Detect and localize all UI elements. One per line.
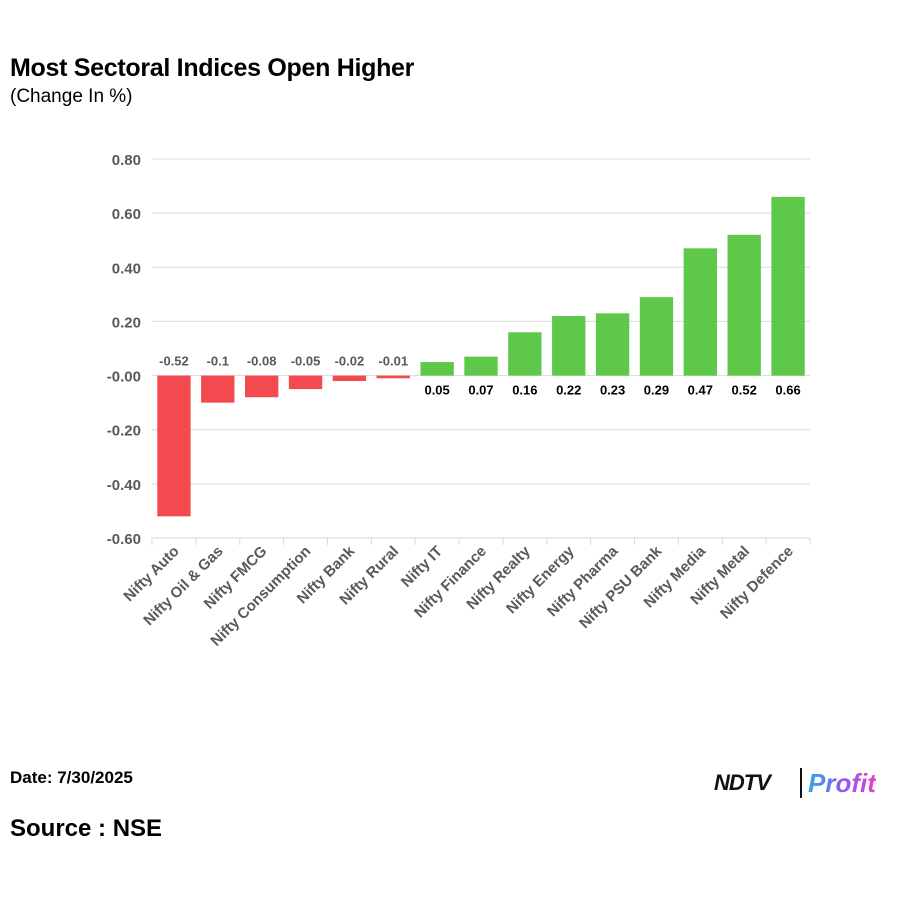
bar bbox=[639, 297, 674, 376]
y-tick-label: 0.80 bbox=[112, 152, 141, 169]
footer-date: Date: 7/30/2025 bbox=[10, 768, 133, 787]
bar bbox=[508, 332, 542, 376]
bar bbox=[595, 313, 630, 376]
bar bbox=[332, 375, 367, 381]
logo-profit-text: Profit bbox=[808, 768, 876, 798]
category-label: Nifty Oil & Gas bbox=[140, 543, 226, 629]
bar bbox=[727, 234, 761, 376]
data-label: -0.1 bbox=[207, 354, 229, 369]
ndtv-profit-logo: NDTV Profit bbox=[714, 766, 894, 802]
data-label: 0.47 bbox=[688, 383, 713, 398]
chart-subtitle: (Change In %) bbox=[10, 86, 133, 107]
data-label: 0.16 bbox=[512, 383, 537, 398]
logo-ndtv-text: NDTV bbox=[714, 770, 771, 795]
data-label: -0.05 bbox=[291, 354, 321, 369]
data-label: 0.22 bbox=[556, 383, 581, 398]
bar bbox=[244, 375, 279, 398]
bar bbox=[201, 375, 235, 403]
bar bbox=[464, 356, 498, 376]
data-label: 0.52 bbox=[732, 383, 757, 398]
data-label: 0.66 bbox=[775, 383, 800, 398]
data-label: -0.08 bbox=[247, 354, 277, 369]
bar bbox=[552, 316, 586, 376]
data-label: 0.07 bbox=[468, 383, 493, 398]
bar bbox=[376, 375, 410, 379]
y-tick-label: -0.60 bbox=[107, 531, 141, 548]
bar bbox=[420, 362, 454, 376]
y-tick-label: -0.40 bbox=[107, 477, 141, 494]
y-tick-label: 0.20 bbox=[112, 314, 141, 331]
y-tick-label: -0.00 bbox=[107, 369, 141, 386]
data-label: -0.52 bbox=[159, 354, 189, 369]
y-tick-label: -0.20 bbox=[107, 423, 141, 440]
data-label: -0.02 bbox=[335, 354, 365, 369]
data-label: -0.01 bbox=[378, 354, 408, 369]
chart-title: Most Sectoral Indices Open Higher bbox=[10, 54, 415, 82]
bar bbox=[288, 375, 323, 390]
footer-source: Source : NSE bbox=[10, 815, 163, 842]
data-label: 0.05 bbox=[424, 383, 449, 398]
bar bbox=[157, 375, 191, 517]
bar bbox=[683, 248, 718, 376]
bar bbox=[771, 196, 805, 376]
y-tick-label: 0.60 bbox=[112, 206, 141, 223]
logo-divider bbox=[800, 768, 802, 798]
data-label: 0.23 bbox=[600, 383, 625, 398]
y-tick-label: 0.40 bbox=[112, 260, 141, 277]
data-label: 0.29 bbox=[644, 383, 669, 398]
